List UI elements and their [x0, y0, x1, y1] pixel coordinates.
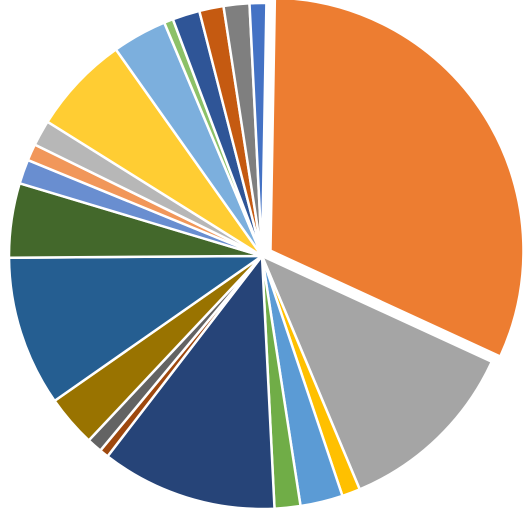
pie-slice-6 [106, 254, 276, 511]
pie-slice-10 [7, 254, 264, 403]
pie-slice-1 [269, 0, 524, 358]
pie-slice-2 [260, 254, 494, 491]
pie-slices [7, 0, 524, 511]
pie-slice-21 [248, 1, 268, 258]
